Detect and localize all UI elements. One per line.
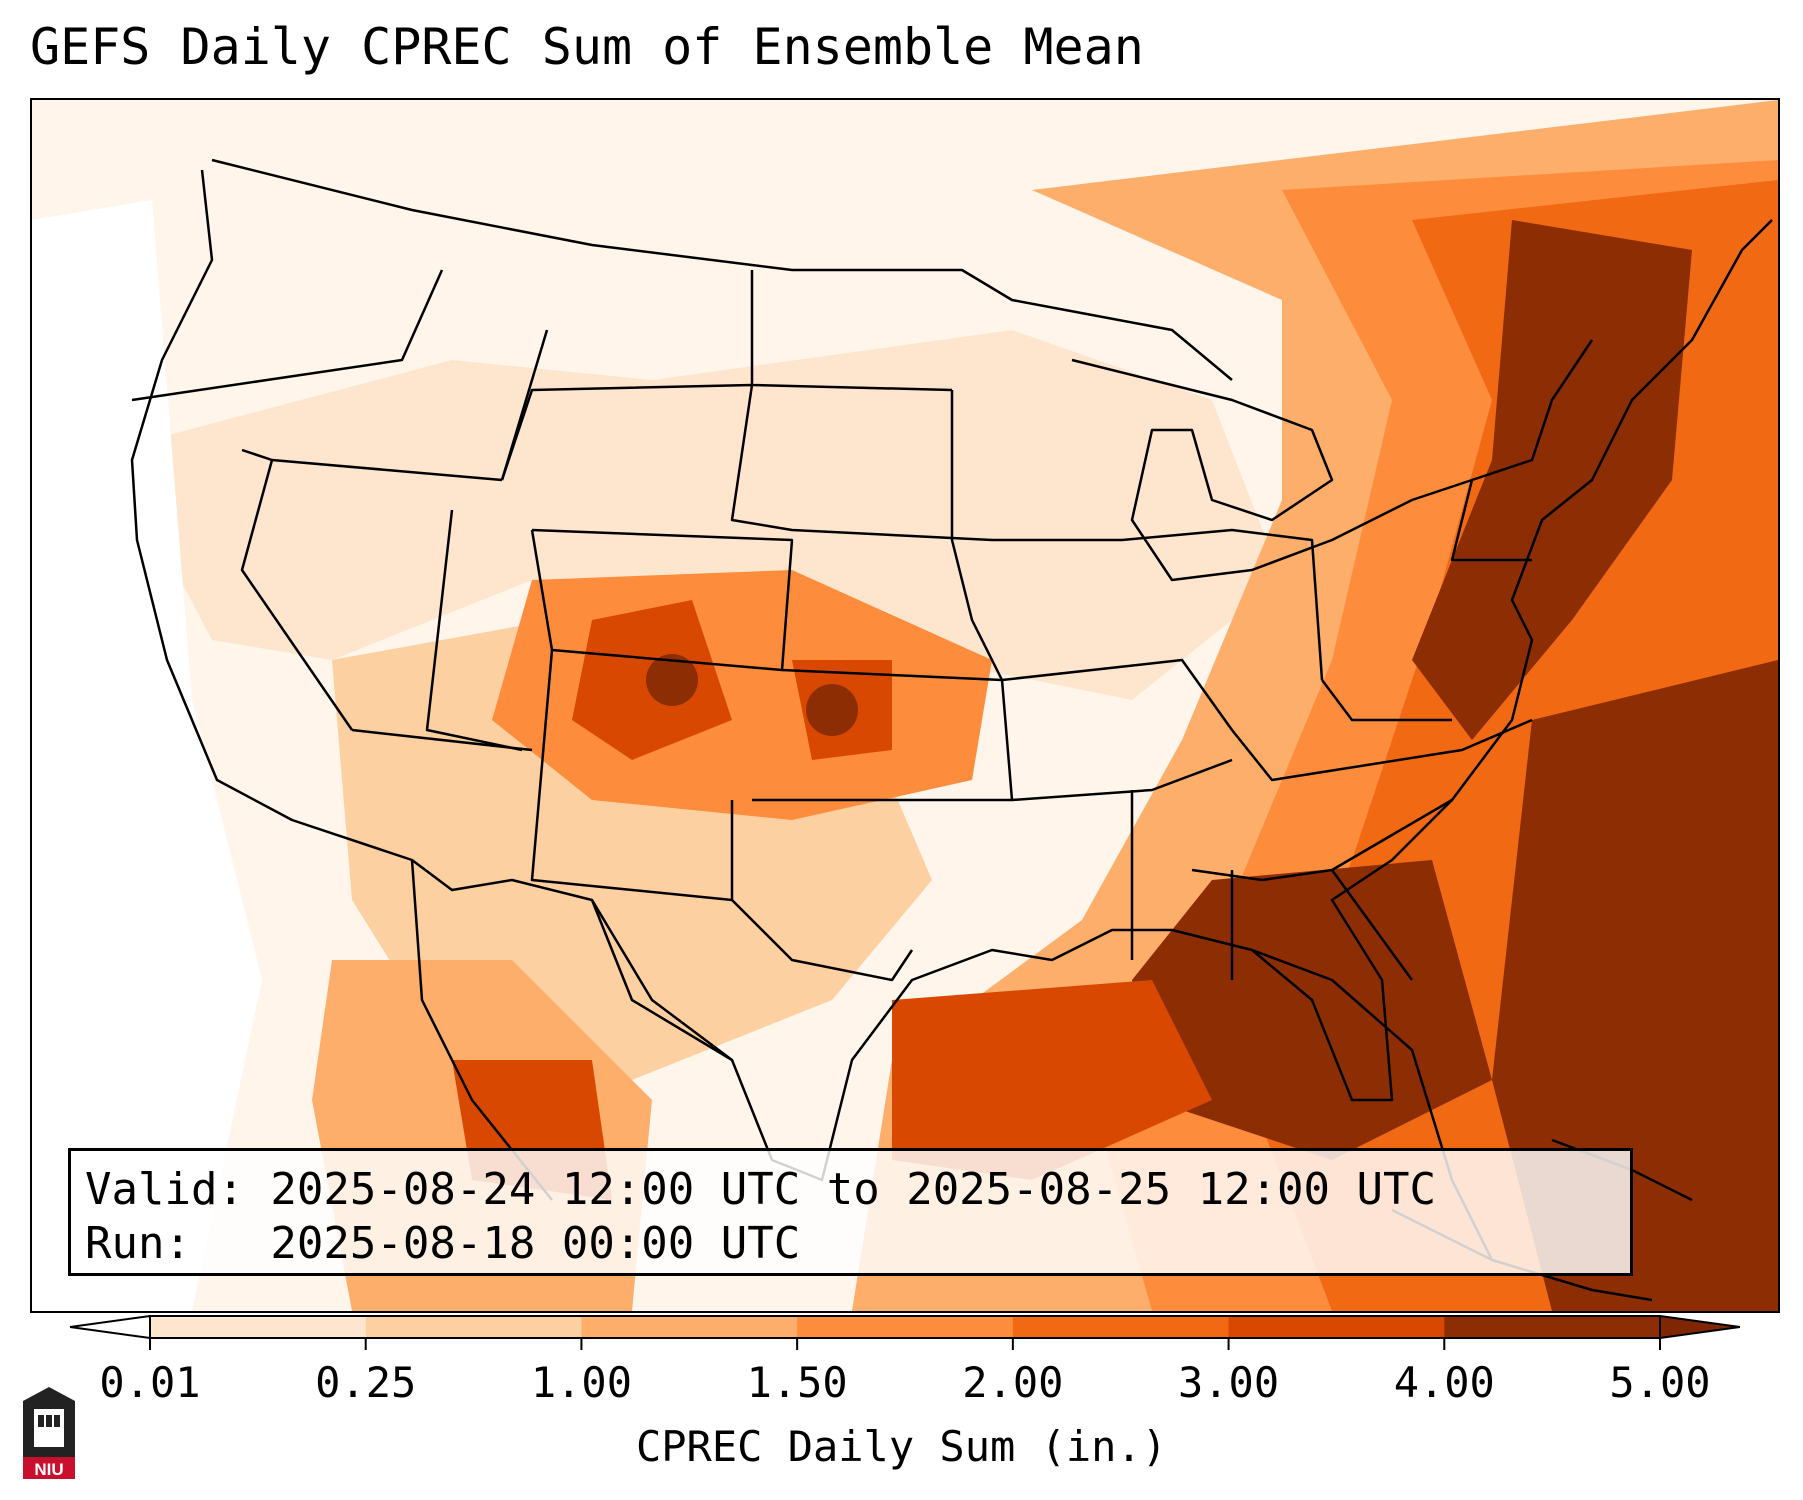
colorbar-segment (581, 1316, 798, 1338)
colorbar-tick-label: 4.00 (1393, 1358, 1495, 1407)
colorbar-segment (1228, 1316, 1445, 1338)
state-borders (130, 158, 1773, 1302)
colorbar-segment (1012, 1316, 1230, 1338)
colorbar-segments (150, 1316, 1661, 1338)
colorbar-segment (365, 1316, 582, 1338)
colorbar-extend-high (1659, 1314, 1740, 1340)
colorbar-tick-label: 2.00 (962, 1358, 1064, 1407)
colorbar-outline (149, 1315, 1661, 1339)
colorbar-segment (1444, 1316, 1661, 1338)
info-box: Valid: 2025-08-24 12:00 UTC to 2025-08-2… (68, 1148, 1633, 1276)
valid-time-line: Valid: 2025-08-24 12:00 UTC to 2025-08-2… (85, 1164, 1437, 1215)
colorbar-tick-label: 0.01 (99, 1358, 201, 1407)
niu-castle-logo-icon: NIU (23, 1387, 75, 1479)
colorbar-tick-label: 5.00 (1609, 1358, 1711, 1407)
colorbar-label: CPREC Daily Sum (in.) (635, 1422, 1167, 1471)
colorbar-segment (150, 1316, 367, 1338)
page-title: GEFS Daily CPREC Sum of Ensemble Mean (30, 18, 1144, 76)
precipitation-map (32, 100, 1778, 1311)
logo-text: NIU (34, 1460, 63, 1479)
colorbar-tick-label: 3.00 (1177, 1358, 1280, 1407)
colorbar-extend-low (70, 1314, 151, 1340)
colorbar-tick-label: 1.00 (530, 1358, 632, 1407)
colorbar-segment (797, 1316, 1014, 1338)
colorbar (70, 1314, 1740, 1350)
colorbar-tick-label: 0.25 (315, 1358, 417, 1407)
run-time-line: Run: 2025-08-18 00:00 UTC (85, 1218, 801, 1269)
colorbar-tick-label: 1.50 (746, 1358, 848, 1407)
map-panel (30, 98, 1780, 1313)
colorbar-ticks (149, 1338, 1661, 1350)
